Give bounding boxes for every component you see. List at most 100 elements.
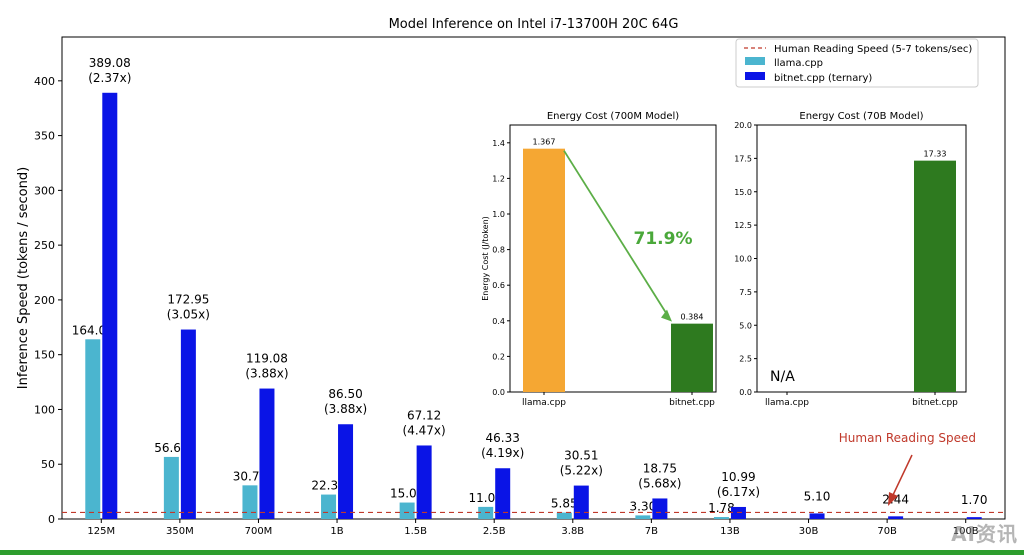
x-tick-label: 700M <box>245 526 273 537</box>
y-tick-label: 400 <box>34 75 55 88</box>
inset1-reduction-arrow-head <box>661 309 672 322</box>
bar-label-bitnet: 18.75 <box>643 461 677 475</box>
bar-label-llama: 5.85 <box>551 497 578 511</box>
inset2-title: Energy Cost (70B Model) <box>799 111 923 122</box>
inset1-x-tick-label: bitnet.cpp <box>669 398 715 408</box>
inset2-bar-label: 17.33 <box>924 150 947 159</box>
inset2-y-tick-label: 12.5 <box>734 221 752 230</box>
plot-frame <box>61 36 1006 520</box>
y-tick-label: 100 <box>34 403 55 416</box>
y-tick-label: 350 <box>34 130 55 143</box>
bottom-strip <box>0 550 1024 555</box>
legend-label-llama: llama.cpp <box>774 58 823 69</box>
inset1-y-tick-label: 1.4 <box>492 139 505 148</box>
bar-label-llama: 22.31 <box>311 479 345 493</box>
bar-llama <box>556 512 572 519</box>
inset2-y-tick-label: 0.0 <box>739 388 752 397</box>
x-tick-label: 30B <box>799 526 819 537</box>
bar-bitnet <box>495 468 511 519</box>
bar-label-bitnet: 1.70 <box>961 493 988 507</box>
bar-bitnet <box>102 92 118 519</box>
inset2-bar <box>914 160 956 392</box>
inset1-reduction-arrow-line <box>563 150 670 319</box>
inset2-y-tick-label: 10.0 <box>734 255 752 264</box>
speedup-label: (5.68x) <box>638 476 681 490</box>
bar-llama <box>85 339 101 519</box>
x-tick-label: 2.5B <box>483 526 506 537</box>
bar-llama <box>321 494 337 519</box>
y-tick-label: 300 <box>34 184 55 197</box>
speedup-label: (6.17x) <box>717 485 760 499</box>
inset1-y-tick-label: 0.0 <box>492 388 505 397</box>
speedup-label: (3.05x) <box>167 308 210 322</box>
bar-label-bitnet: 5.10 <box>804 489 831 503</box>
inset1-bar-label: 1.367 <box>533 138 556 147</box>
legend-box <box>735 38 979 88</box>
inset1-y-label: Energy Cost (J/token) <box>481 216 490 301</box>
bar-bitnet <box>573 485 589 519</box>
inset1-y-tick-label: 1.2 <box>492 174 505 183</box>
x-tick-label: 1.5B <box>404 526 427 537</box>
inset1-title: Energy Cost (700M Model) <box>547 111 679 122</box>
speedup-label: (4.19x) <box>481 446 524 460</box>
bar-llama <box>635 515 651 519</box>
x-tick-label: 1B <box>330 526 343 537</box>
bar-bitnet <box>416 445 432 519</box>
inset1-bar <box>523 148 565 392</box>
inset1-frame <box>509 124 717 393</box>
inset1-y-tick-label: 0.2 <box>492 352 505 361</box>
legend-swatch-bitnet <box>745 72 765 80</box>
bar-llama <box>163 456 179 519</box>
bar-bitnet <box>966 517 982 519</box>
inset2-y-tick-label: 7.5 <box>739 288 752 297</box>
bar-label-bitnet: 2.44 <box>882 492 909 506</box>
bar-llama <box>399 502 415 519</box>
y-tick-label: 150 <box>34 349 55 362</box>
inset2-x-tick-label: bitnet.cpp <box>912 398 958 408</box>
legend-swatch-llama <box>745 57 765 65</box>
inset2-x-tick-label: llama.cpp <box>765 398 809 408</box>
bar-label-llama: 30.73 <box>233 469 267 483</box>
inset1-y-tick-label: 0.4 <box>492 317 505 326</box>
speedup-label: (3.88x) <box>245 367 288 381</box>
x-tick-label: 13B <box>720 526 740 537</box>
bar-bitnet <box>180 329 196 519</box>
bar-label-bitnet: 30.51 <box>564 449 598 463</box>
bar-label-bitnet: 10.99 <box>721 470 755 484</box>
bar-label-llama: 56.67 <box>154 441 188 455</box>
bar-bitnet <box>338 424 354 519</box>
inset1-bar <box>671 323 713 392</box>
y-tick-label: 50 <box>41 458 55 471</box>
inset2-y-tick-label: 5.0 <box>739 321 752 330</box>
bar-label-bitnet: 86.50 <box>328 387 362 401</box>
inset2-y-tick-label: 15.0 <box>734 188 752 197</box>
bar-label-llama: 11.07 <box>469 491 503 505</box>
bar-label-llama: 1.78 <box>708 501 735 515</box>
inset1-y-tick-label: 1.0 <box>492 210 505 219</box>
bar-llama <box>713 517 729 519</box>
x-tick-label: 100B <box>953 526 979 537</box>
chart-title: Model Inference on Intel i7-13700H 20C 6… <box>389 17 679 32</box>
bar-label-bitnet: 172.95 <box>167 293 209 307</box>
speedup-label: (3.88x) <box>324 402 367 416</box>
bar-label-llama: 3.30 <box>630 499 657 513</box>
annotation-arrow-line <box>892 454 913 496</box>
bar-label-bitnet: 46.33 <box>486 431 520 445</box>
bar-label-bitnet: 389.08 <box>89 56 131 70</box>
x-tick-label: 70B <box>877 526 897 537</box>
human-reading-annotation: Human Reading Speed <box>839 431 976 445</box>
inset1-bar-label: 0.384 <box>681 313 704 322</box>
legend-label-reference: Human Reading Speed (5-7 tokens/sec) <box>774 44 972 55</box>
y-tick-label: 0 <box>48 513 55 526</box>
x-tick-label: 125M <box>87 526 115 537</box>
inset2-y-tick-label: 20.0 <box>734 121 752 130</box>
x-tick-label: 350M <box>166 526 194 537</box>
inset1-reduction-label: 71.9% <box>634 229 693 249</box>
bar-bitnet <box>652 498 668 519</box>
bar-bitnet <box>888 516 904 519</box>
bar-bitnet <box>259 388 275 519</box>
inset1-y-tick-label: 0.6 <box>492 281 505 290</box>
speedup-label: (4.47x) <box>403 423 446 437</box>
annotation-arrow-head <box>888 492 898 506</box>
